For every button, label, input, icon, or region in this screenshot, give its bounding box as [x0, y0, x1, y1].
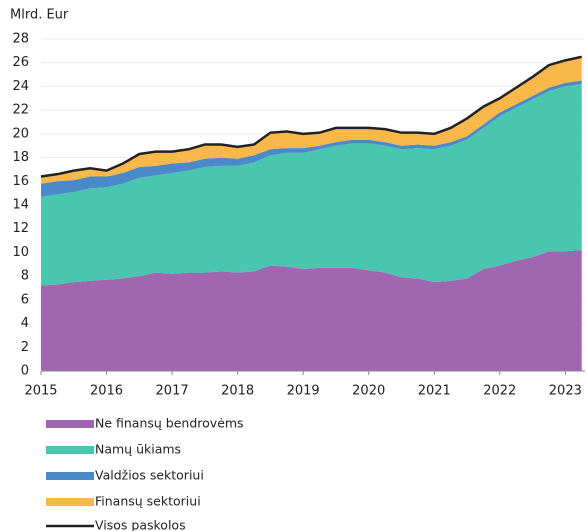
y-tick-label: 18 [12, 150, 29, 165]
y-tick-label: 26 [12, 55, 29, 70]
x-tick-label: 2018 [221, 384, 254, 399]
x-tick-label: 2022 [483, 384, 516, 399]
area [41, 84, 582, 286]
y-tick-label: 10 [12, 245, 29, 260]
legend-swatch [46, 446, 94, 454]
y-tick-label: 14 [12, 198, 29, 213]
area [41, 250, 582, 371]
total-line [40, 55, 582, 178]
x-tick-label: 2023 [549, 384, 582, 399]
y-tick-label: 24 [12, 79, 29, 94]
y-tick-label: 2 [21, 340, 29, 355]
legend-swatch [46, 420, 94, 428]
legend-swatch [46, 472, 94, 480]
y-tick-label: 8 [21, 269, 29, 284]
area [41, 80, 582, 197]
x-tick-label: 2017 [156, 384, 189, 399]
y-tick-label: 12 [12, 221, 29, 236]
legend-label: Visos paskolos [95, 518, 186, 531]
y-tick-label: 28 [12, 32, 29, 47]
legend-label: Namų ūkiams [95, 442, 181, 457]
x-tick-label: 2021 [418, 384, 451, 399]
x-tick-label: 2019 [287, 384, 320, 399]
legend-label: Valdžios sektoriui [95, 468, 204, 483]
x-tick-label: 2020 [352, 384, 385, 399]
y-tick-label: 16 [12, 174, 29, 189]
legend-label: Finansų sektoriui [95, 494, 201, 509]
legend-swatch [46, 498, 94, 506]
legend-label: Ne finansų bendrovėms [95, 416, 244, 431]
x-tick-label: 2016 [90, 384, 123, 399]
y-axis-label: Mlrd. Eur [10, 8, 69, 23]
y-tick-label: 20 [12, 126, 29, 141]
y-tick-label: 6 [21, 292, 29, 307]
x-tick-label: 2015 [24, 384, 57, 399]
y-tick-label: 22 [12, 103, 29, 118]
y-tick-label: 4 [21, 316, 29, 331]
y-tick-label: 0 [21, 364, 29, 379]
